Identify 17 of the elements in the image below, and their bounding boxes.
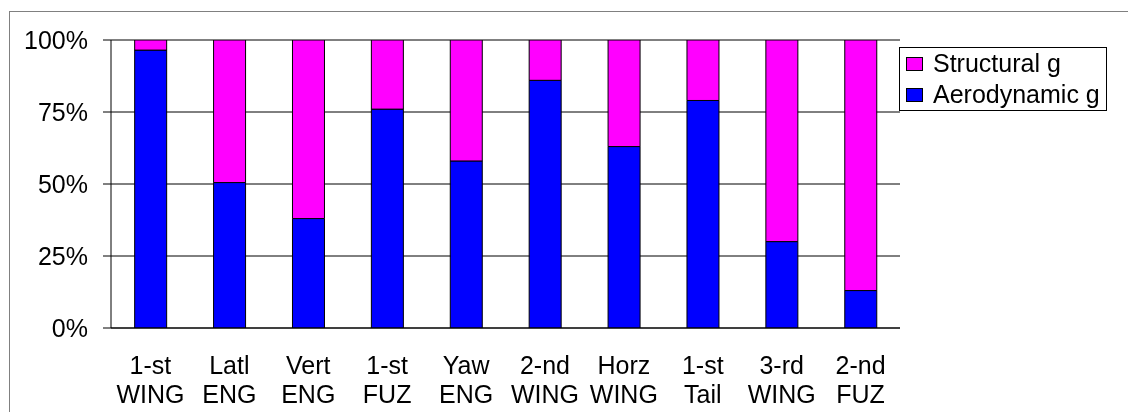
x-tick-label: Horz WING bbox=[589, 351, 658, 408]
y-tick-label: 25% bbox=[37, 241, 88, 270]
x-tick-label: 1-st Tail bbox=[681, 351, 724, 408]
y-tick-label: 50% bbox=[37, 169, 88, 198]
y-tick-label: 75% bbox=[37, 97, 88, 126]
x-tick-label: 1-st FUZ bbox=[362, 351, 412, 408]
x-tick-label: 3-rd WING bbox=[747, 351, 816, 408]
y-tick-label: 0% bbox=[51, 313, 88, 342]
x-tick-label: Yaw ENG bbox=[438, 351, 494, 408]
x-tick-label: Vert ENG bbox=[281, 351, 336, 408]
y-tick-label: 100% bbox=[24, 25, 88, 54]
x-tick-label: 2-nd WING bbox=[510, 351, 579, 408]
x-tick-label: Latl ENG bbox=[202, 351, 257, 408]
x-tick-label: 2-nd FUZ bbox=[835, 351, 886, 408]
legend-label: Structural g bbox=[933, 49, 1061, 78]
x-tick-label: 1-st WING bbox=[116, 351, 185, 408]
legend-label: Aerodynamic g bbox=[933, 80, 1100, 109]
